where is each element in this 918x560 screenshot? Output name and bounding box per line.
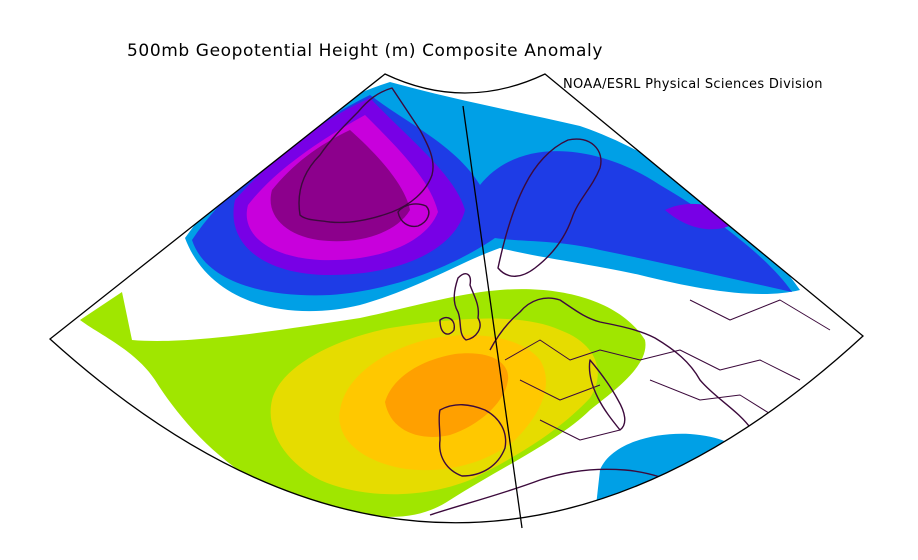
greenland-coast xyxy=(298,87,434,224)
credit-label: NOAA/ESRL Physical Sciences Division xyxy=(563,77,823,92)
british-isles-coast xyxy=(439,273,481,341)
negative-contour-5 xyxy=(270,130,410,242)
scandinavia-coast xyxy=(497,138,602,277)
borders xyxy=(504,299,831,441)
map-frame xyxy=(48,73,864,529)
meridian-line xyxy=(462,105,523,529)
iceland-coast xyxy=(397,203,430,228)
negative-contour-med xyxy=(590,433,740,523)
north-africa-coast xyxy=(429,468,691,516)
positive-contour-4 xyxy=(385,353,509,437)
sector-outline xyxy=(48,73,864,524)
map-title: 500mb Geopotential Height (m) Composite … xyxy=(127,41,603,61)
iberia-coast xyxy=(438,404,507,477)
